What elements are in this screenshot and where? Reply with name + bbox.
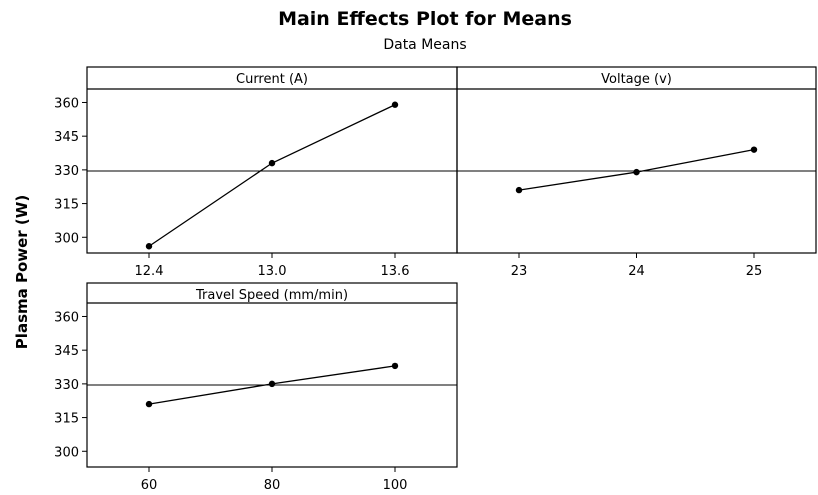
chart-title: Main Effects Plot for Means	[278, 8, 572, 30]
y-tick-label: 300	[54, 231, 79, 246]
series-line	[148, 104, 396, 247]
data-point	[391, 101, 399, 108]
y-tick-label: 330	[54, 164, 79, 179]
y-tick-label: 330	[54, 378, 79, 393]
y-tick-label: 360	[54, 96, 79, 111]
x-tick-label: 13.0	[258, 264, 287, 279]
panel-2: Voltage (v) 23 24 25	[456, 66, 817, 279]
x-tick-label: 12.4	[135, 264, 164, 279]
panel-1: Current (A) 300 315 330 345 360 12.4 13.0 13.6	[54, 66, 458, 279]
panel-frame	[456, 66, 817, 254]
y-tick-label: 345	[54, 344, 79, 359]
data-point	[145, 400, 153, 408]
panels-layer: Current (A) 300 315 330 345 360 12.4 13.0 13.6 Vo…	[54, 66, 817, 493]
x-tick-label: 60	[141, 478, 158, 493]
data-point	[268, 159, 276, 167]
panel-title: Travel Speed (mm/min)	[195, 288, 348, 303]
y-tick-label: 315	[54, 412, 79, 427]
panel-3: Travel Speed (mm/min) 300 315 330 345 360 60 80…	[54, 282, 458, 493]
y-tick-label: 315	[54, 198, 79, 213]
data-point	[391, 362, 399, 370]
panel-frame	[86, 282, 458, 468]
y-tick-label: 360	[54, 310, 79, 325]
x-tick-label: 24	[628, 264, 645, 279]
y-tick-label: 345	[54, 130, 79, 145]
data-point	[515, 186, 523, 194]
chart-subtitle: Data Means	[383, 37, 466, 53]
x-tick-label: 25	[746, 264, 763, 279]
panel-title: Voltage (v)	[601, 72, 672, 87]
data-point	[750, 146, 758, 153]
data-point	[633, 168, 640, 176]
x-tick-label: 13.6	[381, 264, 410, 279]
x-tick-label: 80	[264, 478, 281, 493]
data-point	[268, 380, 276, 388]
x-tick-label: 23	[511, 264, 528, 279]
panel-title: Current (A)	[236, 72, 308, 87]
y-axis-label: Plasma Power (W)	[13, 195, 31, 349]
y-tick-label: 300	[54, 445, 79, 460]
x-tick-label: 100	[383, 478, 408, 493]
data-point	[145, 243, 153, 250]
